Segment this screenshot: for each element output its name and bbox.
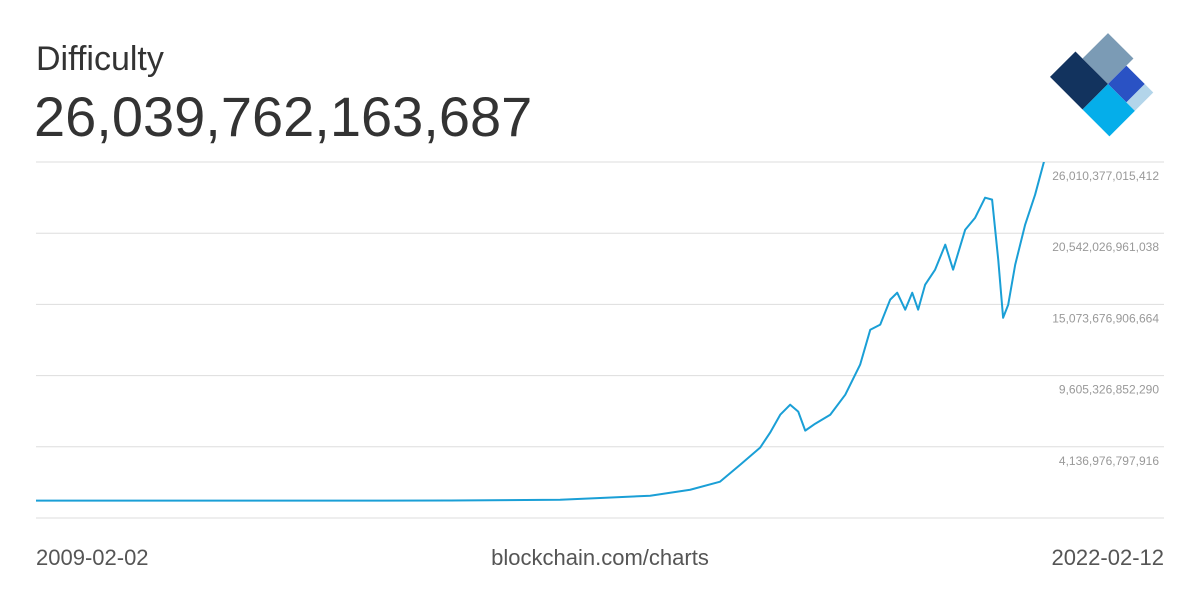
y-tick-label: 4,136,976,797,916 bbox=[1059, 454, 1159, 468]
source: blockchain.com/charts bbox=[491, 545, 709, 570]
current-value: 26,039,762,163,687 bbox=[34, 85, 532, 148]
logo-tile bbox=[1126, 83, 1154, 111]
logo-tile bbox=[1082, 83, 1135, 137]
x-end-label: 2022-02-12 bbox=[1051, 545, 1164, 570]
chart-title: Difficulty bbox=[36, 40, 164, 78]
y-tick-label: 26,010,377,015,412 bbox=[1052, 169, 1159, 183]
logo-tile bbox=[1050, 51, 1108, 110]
x-start-label: 2009-02-02 bbox=[36, 545, 149, 570]
line bbox=[35, 162, 1045, 502]
y-tick-label: 9,605,326,852,290 bbox=[1059, 383, 1159, 397]
y-tick-label: 15,073,676,906,664 bbox=[1052, 311, 1159, 325]
logo bbox=[1050, 33, 1154, 137]
y-tick-label: 20,542,026,961,038 bbox=[1052, 240, 1159, 254]
